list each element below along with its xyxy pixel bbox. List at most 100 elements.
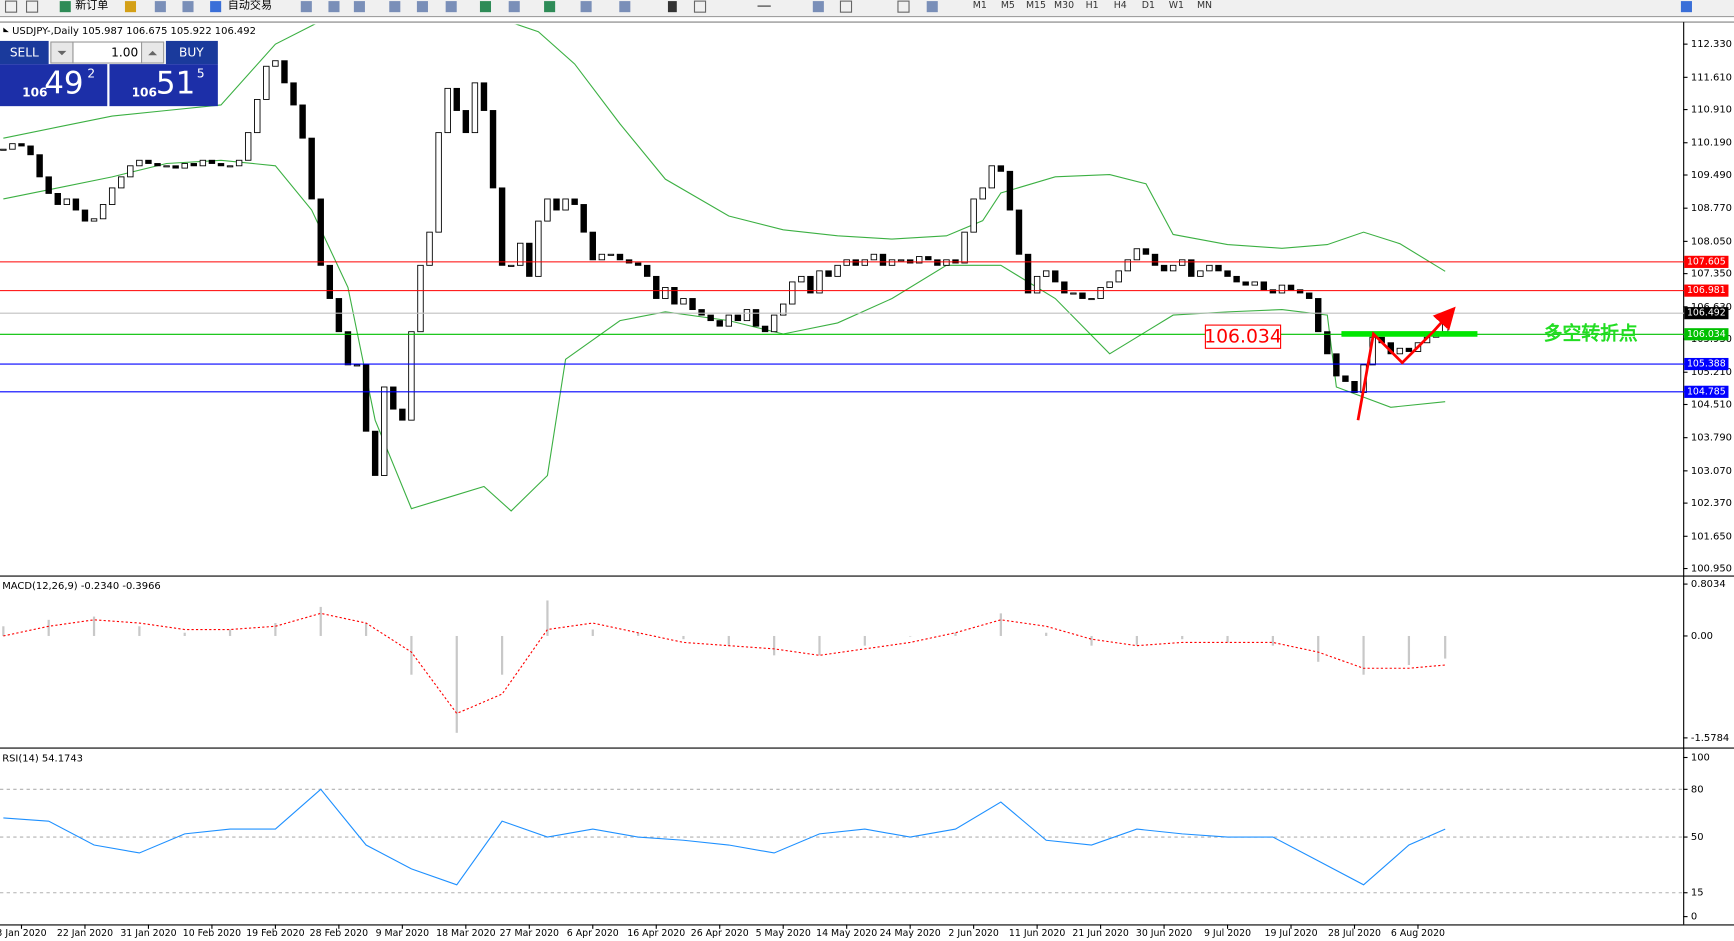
icon[interactable] (25, 0, 39, 13)
candle (99, 204, 107, 220)
candle (462, 110, 470, 134)
candle (1033, 275, 1041, 294)
candle (997, 165, 1005, 172)
candle (662, 287, 669, 299)
candle (244, 132, 252, 161)
annotation-price: 106.034 (1204, 327, 1282, 348)
icon[interactable] (757, 5, 771, 7)
price-level-tag (1684, 385, 1729, 398)
candle (1206, 264, 1213, 272)
timeframe-button[interactable]: D1 (1142, 0, 1155, 11)
macd-bar (364, 623, 368, 636)
candle (934, 259, 941, 266)
macd-bar (455, 635, 458, 733)
y-tick-label: 109.490 (1691, 170, 1732, 181)
icon[interactable] (353, 1, 365, 13)
timeframe-button[interactable]: W1 (1169, 0, 1184, 11)
timeframe-button[interactable]: M5 (1001, 0, 1015, 11)
x-tick-label: 21 Jun 2020 (1072, 928, 1128, 939)
candle (770, 314, 778, 333)
candle (870, 253, 878, 261)
icon[interactable] (693, 0, 707, 13)
bid-big-figure: 106 (22, 85, 47, 99)
candle (399, 408, 406, 421)
icon[interactable] (154, 1, 166, 13)
candle (1024, 253, 1032, 294)
timeframe-bar: M1 M5 M15 M30 H1 H4 D1 W1 MN (973, 0, 1212, 11)
y-tick-label: 110.190 (1691, 138, 1732, 149)
macd-bar (2, 626, 5, 636)
toolbar-button[interactable]: 新订单 (75, 0, 108, 12)
candle (562, 198, 569, 211)
x-tick-label: 19 Feb 2020 (246, 928, 304, 939)
annotation-arrow (1356, 306, 1456, 421)
macd-bar (773, 635, 776, 656)
icon[interactable] (667, 1, 677, 13)
icon[interactable] (59, 1, 71, 13)
candle (1215, 264, 1222, 272)
icon[interactable] (839, 0, 853, 13)
icon[interactable] (389, 1, 401, 13)
icon[interactable] (926, 1, 938, 13)
timeframe-button[interactable]: M1 (973, 0, 987, 11)
candle (308, 137, 315, 200)
ask-box[interactable] (109, 64, 218, 107)
candle (916, 256, 923, 264)
timeframe-button[interactable]: H1 (1086, 0, 1099, 11)
icon[interactable] (328, 1, 340, 13)
bid-box[interactable] (0, 64, 108, 107)
macd-bar (1226, 635, 1229, 643)
macd-bar (274, 623, 277, 636)
candle (299, 104, 306, 139)
toolbar-button[interactable]: 自动交易 (228, 0, 272, 12)
macd-bar (92, 616, 96, 636)
candle (598, 253, 606, 261)
timeframe-button[interactable]: M30 (1054, 0, 1074, 11)
candle (81, 209, 89, 222)
icon[interactable] (4, 0, 18, 13)
buy-label: BUY (179, 46, 204, 60)
x-tick-label: 18 Mar 2020 (436, 928, 495, 939)
icon[interactable] (897, 0, 910, 13)
macd-bar (591, 629, 594, 636)
icon[interactable] (416, 1, 428, 13)
ask-big-figure: 106 (132, 85, 157, 99)
candle (362, 364, 370, 432)
price-level-label: 104.785 (1687, 386, 1726, 397)
price-level-label: 106.492 (1687, 308, 1726, 319)
icon[interactable] (479, 1, 492, 13)
icon[interactable] (1680, 1, 1692, 13)
candle (643, 264, 651, 277)
bid-point: 2 (87, 67, 95, 81)
up-arrow (148, 50, 158, 56)
icon[interactable] (182, 1, 194, 13)
y-tick-label: 111.610 (1691, 72, 1732, 83)
timeframe-button[interactable]: M15 (1026, 0, 1046, 11)
icon[interactable] (300, 1, 312, 13)
candle (1115, 270, 1122, 283)
icon[interactable] (508, 1, 520, 13)
icon[interactable] (619, 1, 631, 13)
candle (507, 264, 515, 267)
icon[interactable] (580, 1, 592, 13)
plot-area (0, 788, 1684, 894)
candle (888, 259, 896, 266)
candle (471, 82, 479, 134)
timeframe-button[interactable]: MN (1197, 0, 1212, 11)
rsi-title: RSI(14) 54.1743 (2, 754, 83, 765)
candle (852, 259, 859, 266)
candle (226, 165, 234, 168)
icon[interactable] (210, 1, 222, 13)
timeframe-button[interactable]: H4 (1114, 0, 1127, 11)
icon[interactable] (544, 1, 556, 13)
candle (535, 220, 542, 277)
candle (925, 256, 932, 261)
icon[interactable] (124, 1, 137, 13)
candle (408, 331, 415, 421)
icon[interactable] (445, 1, 457, 13)
buy-button[interactable] (165, 40, 218, 65)
icon[interactable] (812, 1, 824, 13)
candle (63, 198, 71, 205)
sell-button[interactable] (0, 40, 49, 65)
candle (1278, 284, 1286, 294)
